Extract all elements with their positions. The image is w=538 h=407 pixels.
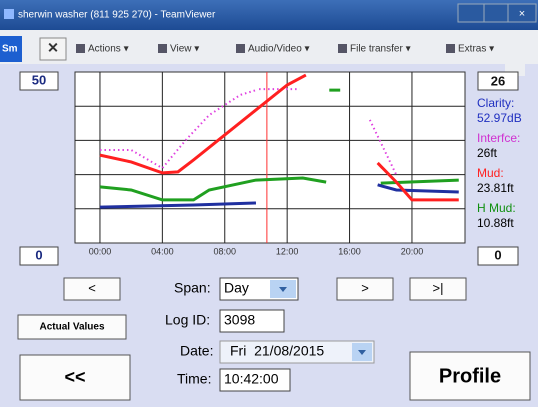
app-icon xyxy=(4,9,14,19)
readout-value: 23.81ft xyxy=(477,181,514,195)
side-tab-label: Sm xyxy=(2,44,18,55)
y2-max: 26 xyxy=(491,73,505,88)
side-tab[interactable] xyxy=(0,36,22,62)
y2-min-box[interactable] xyxy=(477,246,519,266)
prev-button[interactable] xyxy=(63,277,121,301)
series-line xyxy=(99,88,459,202)
toolbar-icon xyxy=(236,44,245,53)
date-arrow xyxy=(358,350,366,355)
logid-value: 3098 xyxy=(224,312,255,328)
date-value: Fri 21/08/2015 xyxy=(230,343,324,359)
logid-label: Log ID: xyxy=(165,312,210,328)
x-tick-label: 00:00 xyxy=(89,246,112,256)
series-line xyxy=(99,183,459,209)
last-button[interactable] xyxy=(409,277,467,301)
series-line xyxy=(99,88,398,176)
readout-label: H Mud: xyxy=(477,201,516,215)
series-line xyxy=(99,73,459,202)
close-button[interactable] xyxy=(507,3,537,23)
maximize-button[interactable] xyxy=(483,3,509,23)
y-min: 0 xyxy=(35,247,42,262)
close-glyph: × xyxy=(519,8,525,20)
y-max-box[interactable] xyxy=(19,71,59,91)
last-label: >| xyxy=(433,280,444,295)
toolbar-icon xyxy=(76,44,85,53)
x-tick-label: 16:00 xyxy=(338,246,361,256)
span-arrow xyxy=(279,287,287,292)
readout-value: 10.88ft xyxy=(477,216,514,230)
x-tick-label: 08:00 xyxy=(213,246,236,256)
span-label: Span: xyxy=(174,280,211,296)
window-title: sherwin washer (811 925 270) - TeamViewe… xyxy=(18,10,216,21)
readout-label: Clarity: xyxy=(477,96,514,110)
profile-button[interactable] xyxy=(409,351,531,401)
toolbar-item[interactable]: Extras ▾ xyxy=(458,44,494,55)
y-min-box[interactable] xyxy=(19,246,59,266)
logid-input[interactable] xyxy=(219,309,285,333)
next-label: > xyxy=(361,280,369,295)
time-input[interactable] xyxy=(219,368,291,392)
next-button[interactable] xyxy=(336,277,394,301)
date-label: Date: xyxy=(180,343,213,359)
readout-value: 52.97dB xyxy=(477,111,522,125)
readout-label: Mud: xyxy=(477,166,504,180)
span-value: Day xyxy=(224,280,249,296)
y2-max-box[interactable] xyxy=(477,71,519,91)
toolbar-item[interactable]: File transfer ▾ xyxy=(350,44,411,55)
back-label: << xyxy=(64,367,85,387)
x-tick-label: 20:00 xyxy=(401,246,424,256)
toolbar-icon xyxy=(338,44,347,53)
readout-label: Interfce: xyxy=(477,131,520,145)
profile-label: Profile xyxy=(439,365,501,387)
actual-values-label: Actual Values xyxy=(39,322,104,333)
x-tick-label: 04:00 xyxy=(151,246,174,256)
toolbar-item[interactable]: View ▾ xyxy=(170,44,199,55)
toolbar-item[interactable]: Actions ▾ xyxy=(88,44,129,55)
date-picker[interactable] xyxy=(219,340,375,364)
toolbar-close[interactable] xyxy=(39,37,67,61)
toolbar-icon xyxy=(446,44,455,53)
y2-min: 0 xyxy=(494,247,501,262)
time-label: Time: xyxy=(177,371,211,387)
toolbar-icon xyxy=(158,44,167,53)
toolbar-item[interactable]: Audio/Video ▾ xyxy=(248,44,310,55)
prev-label: < xyxy=(88,280,96,295)
x-tick-label: 12:00 xyxy=(276,246,299,256)
title-bar xyxy=(0,0,538,30)
back-button[interactable] xyxy=(19,354,131,401)
time-value: 10:42:00 xyxy=(224,371,279,387)
y-max: 50 xyxy=(32,72,46,87)
actual-values-button[interactable] xyxy=(17,314,127,340)
toolbar-close-glyph: ✕ xyxy=(47,40,59,56)
readout-value: 26ft xyxy=(477,146,498,160)
minimize-button[interactable] xyxy=(457,3,485,23)
